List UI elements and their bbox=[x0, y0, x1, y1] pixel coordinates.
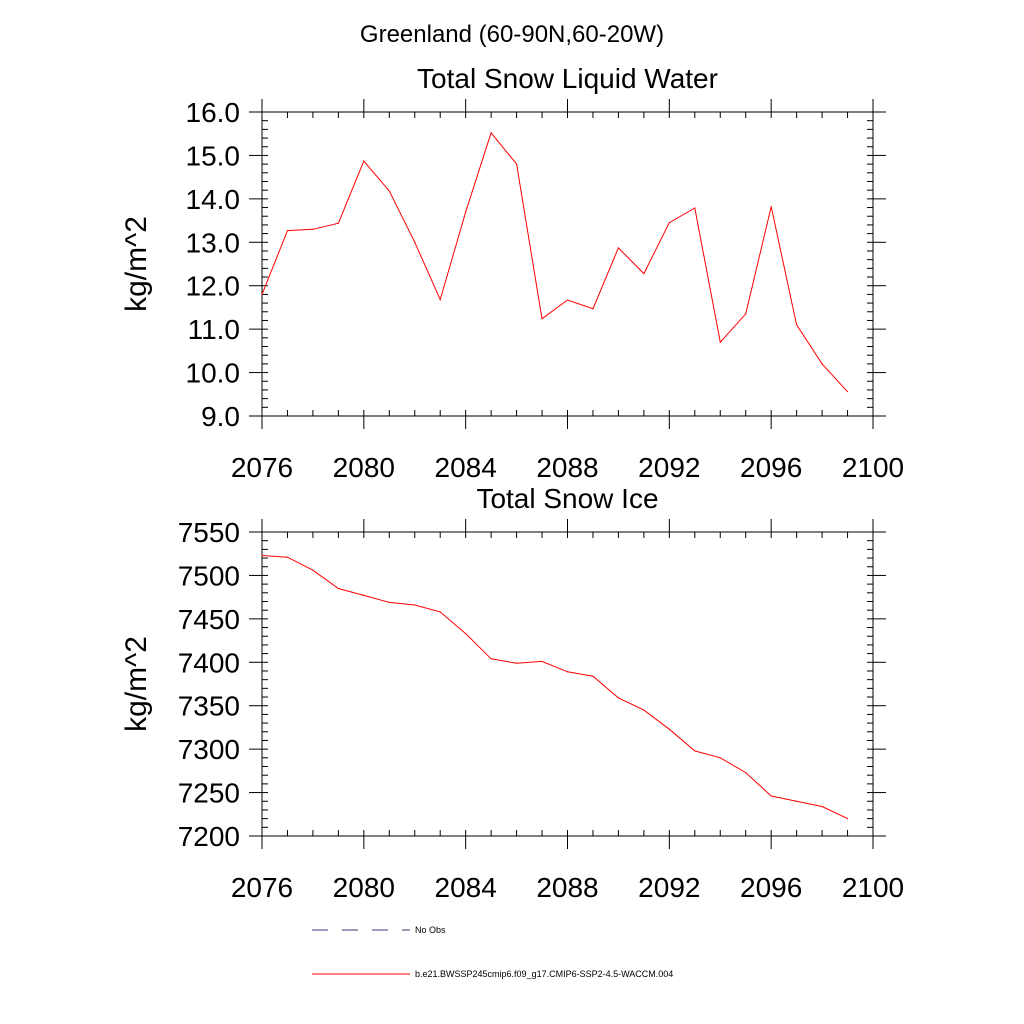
x-tick-label: 2100 bbox=[842, 452, 904, 483]
chart-title: Total Snow Liquid Water bbox=[417, 63, 718, 94]
data-point bbox=[694, 207, 696, 209]
page-title: Greenland (60-90N,60-20W) bbox=[360, 21, 664, 48]
data-point bbox=[668, 222, 670, 224]
data-point bbox=[592, 675, 594, 677]
x-tick-label: 2088 bbox=[536, 872, 598, 903]
data-point bbox=[541, 318, 543, 320]
data-point bbox=[312, 228, 314, 230]
x-tick-label: 2080 bbox=[333, 872, 395, 903]
y-tick-label: 7250 bbox=[178, 778, 240, 809]
data-point bbox=[312, 569, 314, 571]
data-point bbox=[261, 293, 263, 295]
data-point bbox=[515, 662, 518, 664]
data-point bbox=[617, 697, 620, 699]
data-point bbox=[388, 190, 390, 192]
data-point bbox=[566, 299, 569, 301]
data-point bbox=[846, 391, 849, 393]
x-tick-label: 2100 bbox=[842, 872, 904, 903]
series-line bbox=[261, 131, 848, 393]
data-point bbox=[643, 709, 645, 711]
data-point bbox=[363, 160, 365, 162]
x-tick-label: 2080 bbox=[333, 452, 395, 483]
x-tick-label: 2076 bbox=[231, 452, 293, 483]
y-tick-label: 15.0 bbox=[186, 140, 241, 171]
data-point bbox=[388, 601, 390, 603]
y-axis-label: kg/m^2 bbox=[120, 216, 153, 312]
data-point bbox=[337, 587, 339, 590]
data-point bbox=[821, 805, 823, 808]
x-tick-label: 2096 bbox=[740, 452, 802, 483]
data-point bbox=[363, 594, 365, 597]
y-tick-label: 7350 bbox=[178, 691, 240, 722]
y-tick-label: 16.0 bbox=[186, 97, 241, 128]
legend-noobs-label: No Obs bbox=[415, 925, 446, 935]
data-point bbox=[770, 795, 772, 797]
data-point bbox=[541, 660, 543, 663]
chart-title: Total Snow Ice bbox=[476, 483, 658, 514]
data-point bbox=[414, 241, 416, 243]
y-axis-label: kg/m^2 bbox=[120, 636, 153, 732]
chart-panel: Total Snow Liquid Water kg/m^2 9.0 10.0 11.0… bbox=[120, 63, 904, 483]
y-tick-label: 10.0 bbox=[186, 358, 241, 389]
y-tick-label: 7500 bbox=[178, 560, 240, 591]
data-point bbox=[490, 658, 492, 660]
data-point bbox=[694, 750, 696, 752]
legend: No Obs b.e21.BWSSP245cmip6.f09_g17.CMIP6… bbox=[312, 925, 673, 979]
data-point bbox=[465, 211, 467, 213]
y-tick-label: 12.0 bbox=[186, 271, 241, 302]
data-point bbox=[490, 132, 492, 134]
data-point bbox=[286, 556, 289, 558]
data-point bbox=[337, 222, 339, 224]
y-tick-label: 13.0 bbox=[186, 227, 241, 258]
data-point bbox=[719, 757, 721, 759]
x-tick-label: 2092 bbox=[638, 872, 700, 903]
data-point bbox=[770, 206, 772, 208]
y-tick-label: 7450 bbox=[178, 604, 240, 635]
data-point bbox=[719, 341, 721, 343]
data-point bbox=[617, 247, 620, 249]
series-line bbox=[261, 555, 848, 820]
y-tick-label: 14.0 bbox=[186, 184, 241, 215]
data-point bbox=[414, 604, 416, 606]
x-tick-label: 2084 bbox=[435, 872, 497, 903]
data-point bbox=[566, 671, 569, 673]
data-point bbox=[465, 633, 467, 635]
data-point bbox=[261, 554, 263, 557]
data-point bbox=[846, 818, 849, 820]
y-tick-label: 7400 bbox=[178, 647, 240, 678]
chart-panel: Total Snow Ice kg/m^2 7200 7250 7300 7350 7400… bbox=[120, 483, 904, 903]
data-point bbox=[796, 324, 798, 326]
x-tick-label: 2084 bbox=[435, 452, 497, 483]
x-tick-label: 2088 bbox=[536, 452, 598, 483]
data-point bbox=[286, 229, 289, 232]
plot-frame bbox=[261, 531, 874, 837]
data-point bbox=[515, 163, 518, 165]
legend-series-label: b.e21.BWSSP245cmip6.f09_g17.CMIP6-SSP2-4… bbox=[415, 969, 673, 979]
x-tick-label: 2096 bbox=[740, 872, 802, 903]
data-point bbox=[592, 308, 594, 310]
x-tick-label: 2076 bbox=[231, 872, 293, 903]
data-point bbox=[668, 728, 670, 730]
y-tick-label: 11.0 bbox=[188, 314, 240, 345]
y-tick-label: 7200 bbox=[178, 821, 240, 852]
data-point bbox=[796, 800, 798, 802]
data-point bbox=[439, 611, 441, 613]
data-point bbox=[745, 313, 747, 315]
data-point bbox=[821, 363, 823, 365]
y-tick-label: 9.0 bbox=[201, 401, 240, 432]
y-tick-label: 7300 bbox=[178, 734, 240, 765]
y-tick-label: 7550 bbox=[178, 517, 240, 548]
plot-frame bbox=[261, 111, 874, 417]
chart-panels: Total Snow Liquid Water kg/m^2 9.0 10.0 11.0… bbox=[120, 63, 904, 903]
data-point bbox=[439, 299, 441, 301]
x-tick-label: 2092 bbox=[638, 452, 700, 483]
data-point bbox=[745, 771, 747, 774]
data-point bbox=[643, 272, 645, 275]
